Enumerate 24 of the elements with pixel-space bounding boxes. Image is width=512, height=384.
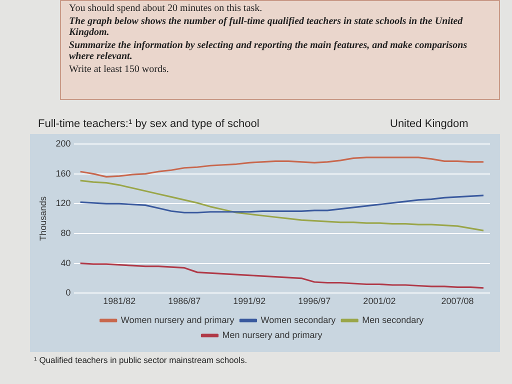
legend-label: Men secondary xyxy=(362,314,424,325)
x-tick-label: 2001/02 xyxy=(363,296,396,306)
text: The graph below shows the number of full-time qualified teachers in state schools in the United Kingdom. xyxy=(69,16,464,38)
y-tick-label: 160 xyxy=(56,168,71,178)
legend-label: Women nursery and primary xyxy=(120,314,235,325)
x-tick-label: 2007/08 xyxy=(441,296,474,306)
text: Summarize the information by selecting and reporting the main features, and make comparisons where relevant. xyxy=(69,40,468,62)
text: Write at least 150 words. xyxy=(69,64,170,75)
x-tick-label: 1981/82 xyxy=(103,296,136,306)
y-tick-label: 0 xyxy=(66,288,71,298)
legend-label: Women secondary xyxy=(260,314,336,325)
y-axis-title: Thousands xyxy=(38,196,48,241)
x-tick-label: 1991/92 xyxy=(233,296,266,306)
x-tick-label: 1986/87 xyxy=(168,296,201,306)
text: ¹ Qualified teachers in public sector mainstream schools. xyxy=(34,355,248,365)
y-tick-label: 40 xyxy=(60,258,71,268)
y-tick-label: 120 xyxy=(56,198,71,208)
y-tick-label: 200 xyxy=(56,138,71,148)
x-tick-label: 1996/97 xyxy=(298,296,331,306)
legend-label: Men nursery and primary xyxy=(222,330,323,340)
chart-title: Full-time teachers:¹ by sex and type of school xyxy=(38,118,260,130)
y-tick-label: 80 xyxy=(60,228,71,238)
chart-subtitle: United Kingdom xyxy=(390,118,468,130)
text: You should spend about 20 minutes on this task. xyxy=(69,3,264,14)
